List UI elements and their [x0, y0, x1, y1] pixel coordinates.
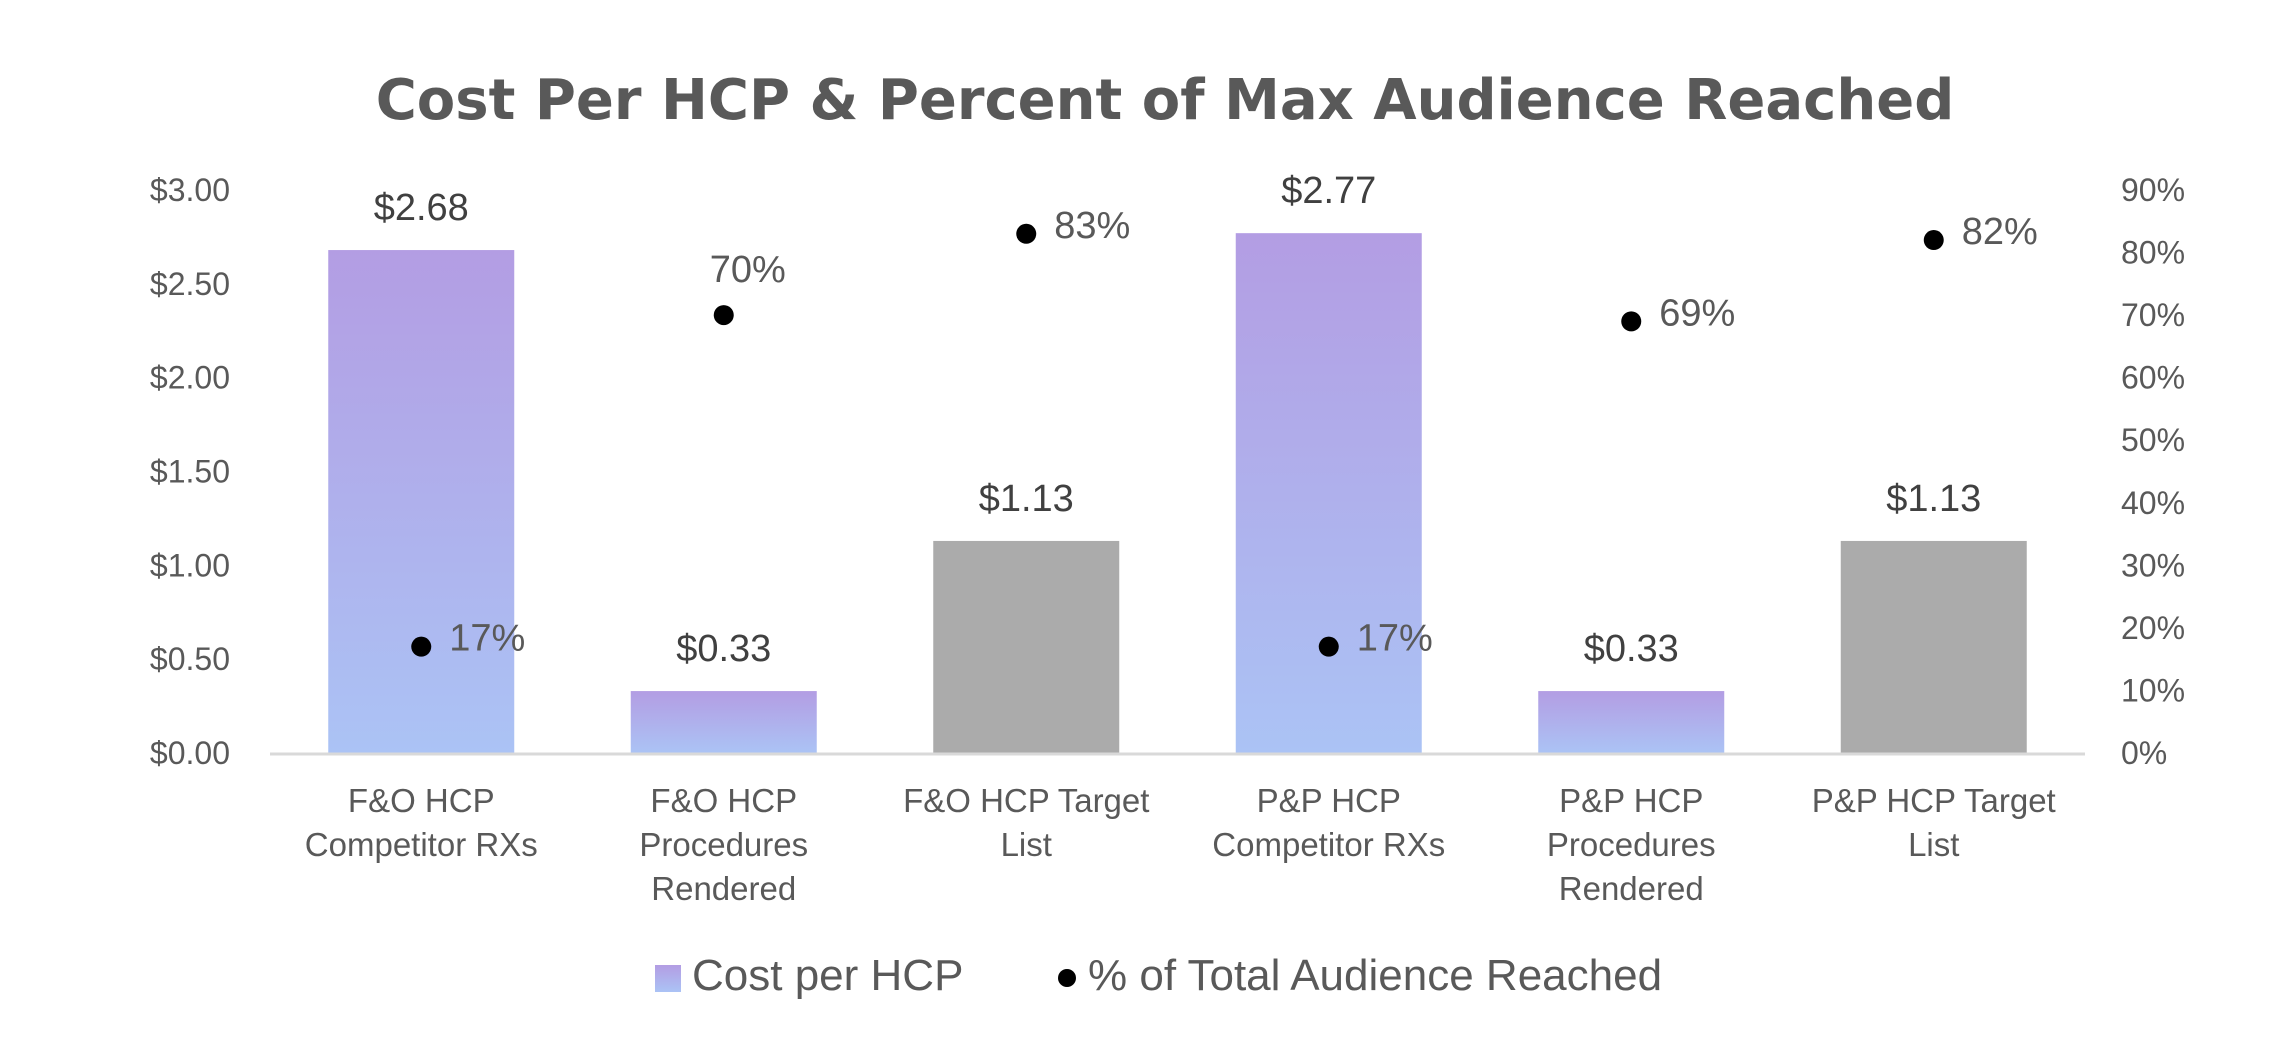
legend-swatch-cost: [655, 965, 681, 992]
dot: [1016, 223, 1037, 244]
y-tick-label: $3.00: [150, 172, 230, 208]
y2-tick-label: 80%: [2121, 235, 2185, 271]
bar-series: [328, 233, 2027, 753]
y2-tick-label: 20%: [2121, 610, 2185, 646]
dot-data-label: 17%: [1357, 618, 1433, 660]
y2-tick-label: 40%: [2121, 485, 2185, 521]
x-category-line: P&P HCP Target: [1812, 782, 2056, 819]
y2-tick-label: 0%: [2121, 735, 2167, 771]
legend-label-audience: % of Total Audience Reached: [1088, 951, 1662, 1000]
bar-data-label: $1.13: [979, 478, 1074, 520]
bar: [1840, 540, 2027, 753]
x-category-line: P&P HCP: [1257, 782, 1401, 819]
bar: [933, 540, 1120, 753]
bar: [1235, 233, 1422, 753]
x-category-label: P&P HCP Competitor RXs: [1212, 782, 1445, 863]
x-category-line: List: [1908, 826, 1959, 863]
x-category-label: F&O HCP Competitor RXs: [305, 782, 538, 863]
bar: [630, 691, 817, 753]
x-category-label: F&O HCP Procedures Rendered: [639, 782, 808, 907]
bar-data-label: $0.33: [1584, 628, 1679, 670]
dot-series: [411, 223, 1944, 657]
dot-data-labels: 17% 70% 83% 17% 69% 82%: [449, 205, 2038, 660]
y-axis-left: $0.00 $0.50 $1.00 $1.50 $2.00 $2.50 $3.00: [150, 172, 230, 771]
dot: [1621, 311, 1642, 332]
legend-label-cost: Cost per HCP: [692, 951, 963, 1000]
x-category-line: P&P HCP: [1559, 782, 1703, 819]
bar: [1538, 691, 1725, 753]
y-tick-label: $1.00: [150, 547, 230, 583]
y2-tick-label: 60%: [2121, 360, 2185, 396]
y2-tick-label: 10%: [2121, 672, 2185, 708]
x-axis-categories: F&O HCP Competitor RXs F&O HCP Procedures Re…: [305, 782, 2056, 907]
dot-data-label: 70%: [710, 249, 786, 291]
x-category-line: Rendered: [651, 870, 796, 907]
dot: [713, 305, 734, 326]
x-category-line: Competitor RXs: [305, 826, 538, 863]
legend: Cost per HCP % of Total Audience Reached: [655, 951, 1662, 1000]
dot-data-label: 69%: [1659, 292, 1735, 334]
y2-tick-label: 90%: [2121, 172, 2185, 208]
x-category-line: List: [1001, 826, 1052, 863]
legend-swatch-audience: [1058, 969, 1076, 987]
x-category-label: P&P HCP Target List: [1812, 782, 2056, 863]
y-tick-label: $0.00: [150, 735, 230, 771]
x-category-label: P&P HCP Procedures Rendered: [1547, 782, 1716, 907]
y-tick-label: $2.50: [150, 266, 230, 302]
dot-data-label: 17%: [449, 618, 525, 660]
dot: [1923, 230, 1944, 251]
y-tick-label: $1.50: [150, 454, 230, 490]
bar-data-label: $0.33: [676, 628, 771, 670]
y2-tick-label: 30%: [2121, 547, 2185, 583]
x-category-line: Rendered: [1559, 870, 1704, 907]
x-category-line: Competitor RXs: [1212, 826, 1445, 863]
y-tick-label: $2.00: [150, 360, 230, 396]
dot-data-label: 82%: [1962, 211, 2038, 253]
dot: [1318, 636, 1339, 657]
y-tick-label: $0.50: [150, 641, 230, 677]
x-category-line: F&O HCP: [348, 782, 495, 819]
bar-data-label: $1.13: [1886, 478, 1981, 520]
dot: [411, 636, 432, 657]
x-category-line: F&O HCP Target: [903, 782, 1149, 819]
bar-data-label: $2.77: [1281, 170, 1376, 212]
x-category-line: Procedures: [1547, 826, 1716, 863]
x-category-line: F&O HCP: [650, 782, 797, 819]
bar-data-label: $2.68: [374, 187, 469, 229]
bar-data-labels: $2.68 $0.33 $1.13 $2.77 $0.33 $1.13: [374, 170, 1982, 670]
y2-tick-label: 70%: [2121, 297, 2185, 333]
y-axis-right: 0% 10% 20% 30% 40% 50% 60% 70% 80% 90%: [2121, 172, 2185, 771]
chart-title: Cost Per HCP & Percent of Max Audience R…: [376, 68, 1955, 133]
bar: [328, 250, 515, 753]
dot-data-label: 83%: [1054, 205, 1130, 247]
y2-tick-label: 50%: [2121, 422, 2185, 458]
x-category-label: F&O HCP Target List: [903, 782, 1149, 863]
x-category-line: Procedures: [639, 826, 808, 863]
